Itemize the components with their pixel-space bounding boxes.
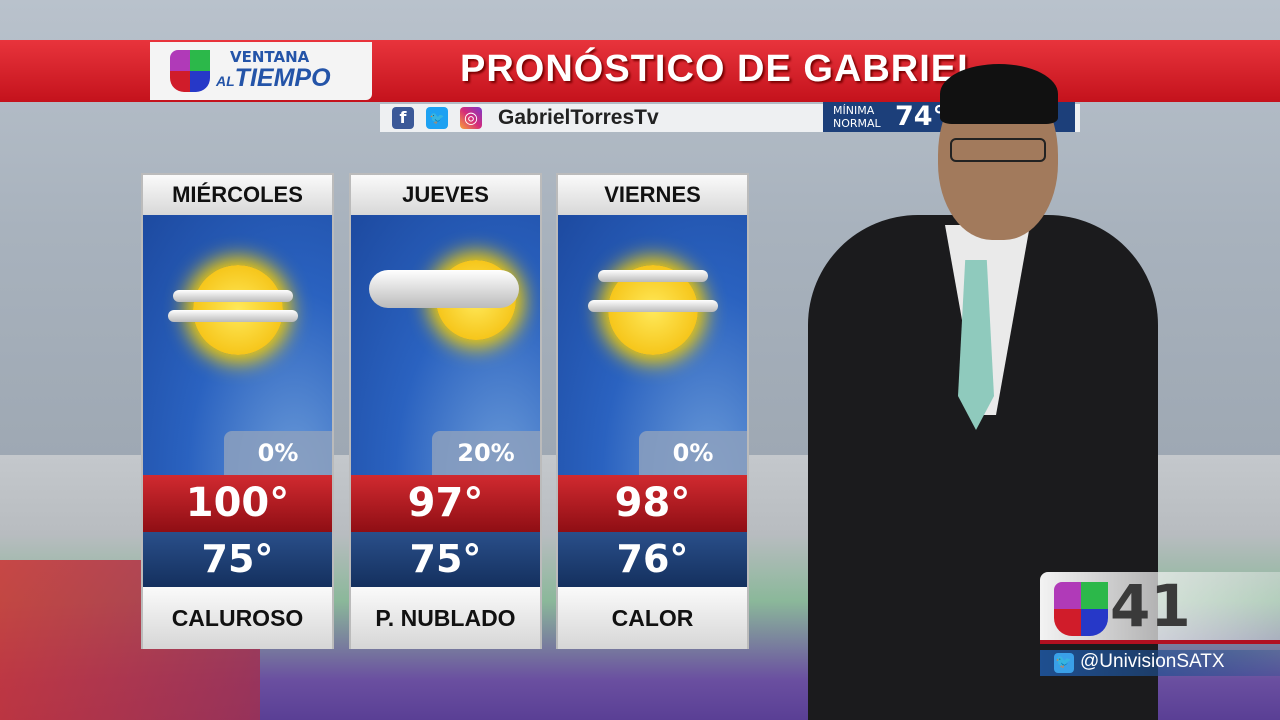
partly-cloudy-icon: 20% [351, 215, 540, 475]
normal-label-1: MÍNIMA [833, 104, 875, 117]
sun-with-clouds-icon: 0% [558, 215, 747, 475]
condition: CALUROSO [143, 587, 332, 649]
page-title: PRONÓSTICO DE GABRIEL [460, 48, 982, 90]
high-temp: 98° [558, 475, 747, 532]
normal-label-2: NORMAL [833, 117, 881, 130]
low-temp: 75° [351, 532, 540, 587]
condition: P. NUBLADO [351, 587, 540, 649]
condition: CALOR [558, 587, 747, 649]
facebook-icon: f [392, 107, 414, 129]
station-twitter-bar: 🐦 @UnivisionSATX [1040, 650, 1280, 676]
instagram-icon: ◎ [460, 107, 482, 129]
brand-line2: ALTIEMPO [216, 64, 331, 92]
univision-logo-icon [1054, 582, 1108, 636]
social-handle: GabrielTorresTv [498, 106, 659, 129]
station-bug: 41 [1040, 572, 1280, 644]
precip-chance: 0% [639, 431, 747, 475]
forecast-day: JUEVES [351, 175, 540, 215]
precip-chance: 0% [224, 431, 332, 475]
high-temp: 97° [351, 475, 540, 532]
normal-min-value: 74° [895, 101, 947, 132]
twitter-icon: 🐦 [426, 107, 448, 129]
station-twitter-handle: @UnivisionSATX [1080, 651, 1225, 672]
ventana-al-tiempo-logo: VENTANA ALTIEMPO [150, 42, 372, 100]
forecast-card: VIERNES 0% 98° 76° CALOR [556, 173, 749, 649]
forecast-card: JUEVES 20% 97° 75° P. NUBLADO [349, 173, 542, 649]
forecast-day: MIÉRCOLES [143, 175, 332, 215]
forecast-card: MIÉRCOLES 0% 100° 75° CALUROSO [141, 173, 334, 649]
high-temp: 100° [143, 475, 332, 532]
brand-line1: VENTANA [230, 48, 310, 66]
forecast-day: VIERNES [558, 175, 747, 215]
twitter-icon: 🐦 [1054, 653, 1074, 673]
sun-with-clouds-icon: 0% [143, 215, 332, 475]
univision-logo-icon [170, 50, 210, 92]
precip-chance: 20% [432, 431, 540, 475]
channel-number: 41 [1110, 572, 1191, 640]
low-temp: 75° [143, 532, 332, 587]
low-temp: 76° [558, 532, 747, 587]
